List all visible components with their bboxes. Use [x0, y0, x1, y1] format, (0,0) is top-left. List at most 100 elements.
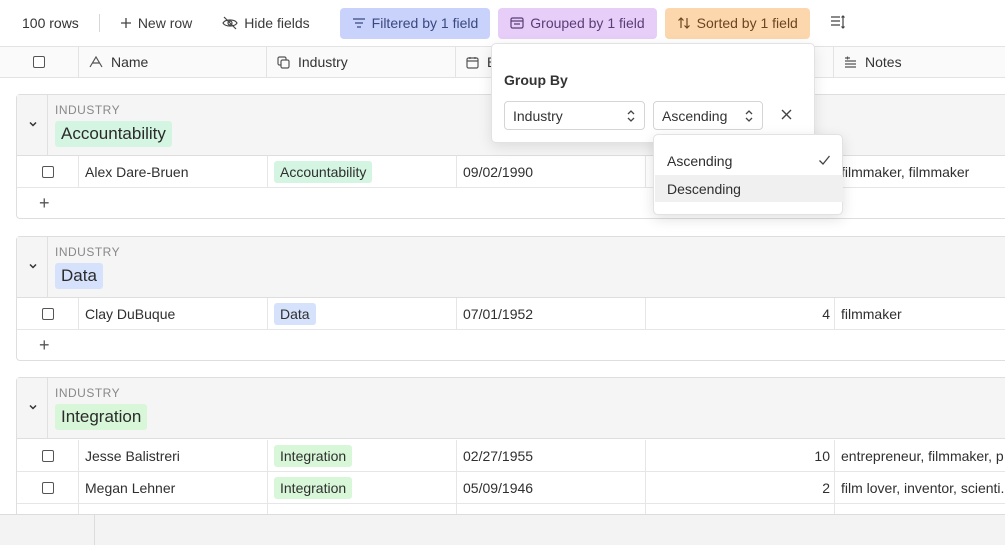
group-field-select[interactable]: Industry [504, 101, 645, 130]
group-field-label: INDUSTRY [55, 386, 121, 400]
close-icon[interactable] [780, 108, 793, 121]
table-row[interactable]: Megan Lehner Integration 05/09/1946 2 fi… [17, 472, 1005, 504]
group-field-value: Industry [513, 107, 563, 124]
row-height-icon [830, 14, 845, 29]
industry-chip: Data [274, 302, 316, 325]
group-header: INDUSTRY Data [17, 237, 1005, 298]
column-industry[interactable]: Industry [267, 47, 456, 77]
filter-button[interactable]: Filtered by 1 field [339, 7, 491, 39]
cell-industry[interactable]: Accountability [268, 156, 457, 187]
group-label: Grouped by 1 field [530, 15, 645, 31]
cell-name[interactable]: Alex Dare-Bruen [79, 156, 268, 187]
row-select-cell [17, 156, 79, 187]
group-icon [510, 17, 524, 29]
cell-notes[interactable]: filmmaker, filmmaker [841, 163, 970, 180]
chevron-down-icon[interactable] [27, 260, 39, 272]
group-integration: INDUSTRY Integration Jesse Balistreri In… [16, 377, 1005, 537]
column-name-label: Name [111, 54, 149, 70]
cell-name[interactable]: Jesse Balistreri [79, 440, 268, 471]
toolbar: 100 rows New row Hide fields Filtered by… [0, 0, 1005, 46]
cell-date[interactable]: 05/09/1946 [457, 472, 646, 503]
group-by-popover: Group By Industry Ascending [491, 43, 815, 143]
sort-label: Sorted by 1 field [696, 15, 798, 31]
option-label: Ascending [667, 152, 733, 169]
chevron-down-icon[interactable] [27, 401, 39, 413]
cell-date[interactable]: 07/01/1952 [457, 298, 646, 329]
new-row-label: New row [137, 15, 193, 31]
cell-date[interactable]: 02/27/1955 [457, 440, 646, 471]
toolbar-divider [98, 14, 100, 32]
order-option-descending[interactable]: Descending [655, 175, 843, 202]
group-divider [47, 95, 48, 156]
cell-industry[interactable]: Integration [268, 472, 457, 503]
group-header: INDUSTRY Integration [17, 378, 1005, 439]
group-field-label: INDUSTRY [55, 103, 121, 117]
industry-chip: Integration [274, 444, 353, 467]
cell-notes[interactable]: entrepreneur, filmmaker, p [841, 447, 1004, 464]
chevron-up-down-icon [627, 110, 635, 122]
table-row[interactable]: Clay DuBuque Data 07/01/1952 4 filmmaker [17, 298, 1005, 330]
filter-label: Filtered by 1 field [371, 15, 479, 31]
row-checkbox[interactable] [41, 481, 54, 494]
row-checkbox[interactable] [41, 307, 54, 320]
group-value-tag: Integration [55, 404, 148, 430]
cell-industry[interactable]: Data [268, 298, 457, 329]
cell-date[interactable]: 09/02/1990 [457, 156, 646, 187]
group-data: INDUSTRY Data Clay DuBuque Data 07/01/19… [16, 236, 1005, 361]
row-select-cell [17, 440, 79, 471]
calendar-icon [466, 56, 479, 69]
eye-off-icon [222, 16, 238, 30]
cell-name[interactable]: Megan Lehner [79, 472, 268, 503]
column-notes-label: Notes [865, 54, 902, 70]
row-select-cell [17, 472, 79, 503]
new-row-button[interactable]: New row [120, 15, 192, 31]
industry-chip: Integration [274, 476, 353, 499]
column-name[interactable]: Name [79, 47, 267, 77]
group-order-select[interactable]: Ascending [653, 101, 763, 130]
group-divider [47, 378, 48, 439]
table-row[interactable]: Jesse Balistreri Integration 02/27/1955 … [17, 440, 1005, 472]
select-all-cell [0, 47, 79, 77]
column-number[interactable] [645, 47, 834, 77]
plus-icon [120, 18, 131, 28]
add-row-button[interactable]: + [39, 193, 50, 213]
option-label: Descending [667, 180, 741, 197]
footer-divider [94, 515, 95, 545]
table-row[interactable]: Alex Dare-Bruen Accountability 09/02/199… [17, 156, 1005, 188]
row-checkbox[interactable] [41, 165, 54, 178]
row-count: 100 rows [22, 15, 79, 31]
row-height-button[interactable] [830, 14, 846, 32]
table-footer [0, 514, 1005, 545]
group-button[interactable]: Grouped by 1 field [498, 7, 657, 39]
cell-notes[interactable]: filmmaker [841, 305, 902, 322]
check-icon [819, 155, 831, 165]
cell-notes[interactable]: film lover, inventor, scienti... [841, 479, 1005, 496]
chevron-down-icon[interactable] [27, 118, 39, 130]
column-notes[interactable]: Notes [834, 47, 1005, 77]
cell-name[interactable]: Clay DuBuque [79, 298, 268, 329]
sort-icon [677, 17, 690, 29]
cell-number[interactable]: 10 [646, 440, 835, 471]
add-row-button[interactable]: + [39, 335, 50, 355]
group-value-tag: Data [55, 263, 103, 289]
long-text-icon [845, 56, 856, 68]
cell-number[interactable]: 2 [646, 472, 835, 503]
filter-icon [352, 18, 365, 28]
select-type-icon [277, 55, 290, 69]
row-checkbox[interactable] [41, 449, 54, 462]
group-divider [47, 237, 48, 298]
cell-industry[interactable]: Integration [268, 440, 457, 471]
chevron-up-down-icon [745, 110, 753, 122]
group-order-value: Ascending [662, 107, 728, 124]
popover-title: Group By [504, 72, 568, 88]
order-option-ascending[interactable]: Ascending [655, 147, 843, 174]
select-all-checkbox[interactable] [33, 56, 45, 68]
hide-fields-label: Hide fields [244, 15, 310, 31]
cell-number[interactable]: 4 [646, 298, 835, 329]
hide-fields-button[interactable]: Hide fields [222, 15, 310, 31]
order-dropdown-menu: Ascending Descending [653, 134, 843, 215]
sort-button[interactable]: Sorted by 1 field [664, 7, 810, 39]
group-value-tag: Accountability [55, 121, 172, 147]
column-industry-label: Industry [298, 54, 348, 70]
text-type-icon [89, 56, 103, 68]
